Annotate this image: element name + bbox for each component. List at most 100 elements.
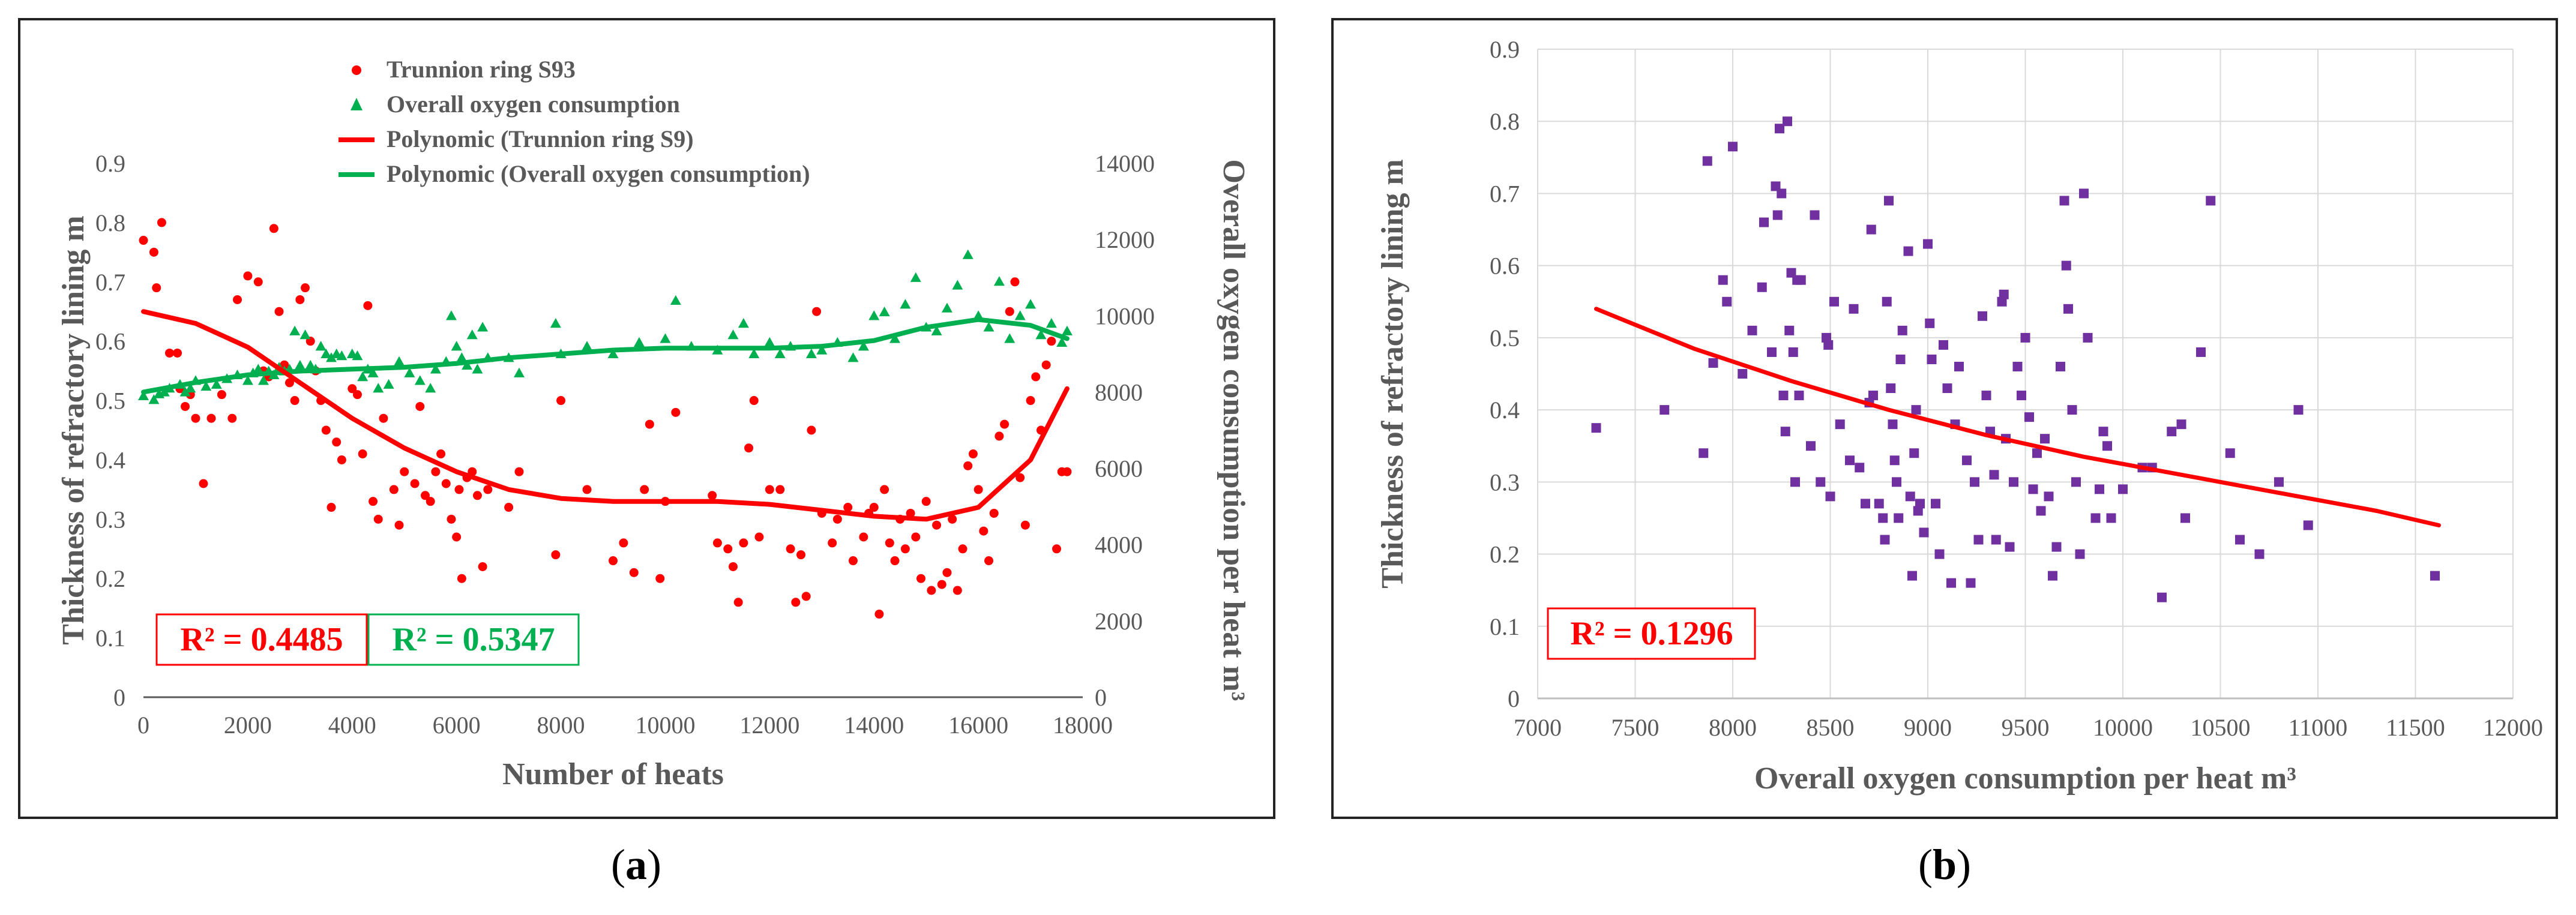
trunnion-point	[1010, 277, 1020, 287]
oxygen-thickness-point	[2079, 188, 2089, 199]
chart-panel-a: 0 2000 4000 6000 8000 10000 12000 14000 16000 180…	[18, 18, 1275, 819]
y-tick-label: 0.5	[95, 388, 125, 415]
oxygen-point	[889, 333, 900, 343]
oxygen-thickness-point	[1775, 124, 1784, 134]
trunnion-point	[421, 491, 430, 500]
trunnion-point	[786, 544, 795, 554]
y-tick-label: 0.6	[95, 328, 125, 355]
oxygen-thickness-point	[2274, 477, 2284, 487]
oxygen-point	[456, 352, 468, 362]
y-tick-label: 0.4	[1490, 397, 1520, 424]
x-tick-label: 11000	[2289, 714, 2348, 741]
trunnion-point	[233, 295, 242, 304]
oxygen-point	[352, 350, 363, 361]
y2-tick-label: 0	[1095, 684, 1107, 711]
oxygen-point	[660, 333, 671, 343]
oxygen-point	[764, 337, 775, 347]
trunnion-point	[1052, 544, 1062, 554]
trend-line	[1594, 307, 2441, 527]
x-tick-label: 7500	[1612, 714, 1660, 741]
oxygen-thickness-point	[1981, 391, 1991, 401]
x-axis-title: Overall oxygen consumption per heat m³	[1754, 761, 2296, 796]
trunnion-point	[775, 485, 785, 494]
trunnion-point	[749, 396, 759, 406]
oxygen-point	[952, 280, 963, 290]
oxygen-thickness-point	[1796, 275, 1806, 285]
oxygen-thickness-point	[1835, 419, 1845, 430]
trunnion-point	[671, 407, 681, 417]
trunnion-point	[149, 247, 158, 257]
trunnion-point	[1016, 473, 1025, 482]
x-tick-label: 16000	[948, 712, 1008, 739]
x-tick-label: 10500	[2191, 714, 2251, 741]
oxygen-thickness-point	[1880, 535, 1890, 545]
oxygen-point	[993, 276, 1005, 286]
trunnion-point	[400, 467, 409, 476]
y-tick-label: 0.2	[1490, 541, 1520, 568]
trunnion-point	[1041, 360, 1051, 370]
trunnion-point	[900, 544, 910, 554]
chart-panel-b: 0 0.1 0.2 0.3 0.4 0.5 0.6 0.7 0.8 0.9 7000 7500 8000…	[1331, 18, 2558, 819]
trunnion-point	[812, 307, 822, 316]
oxygen-point	[1046, 318, 1057, 328]
trunnion-point	[911, 532, 921, 542]
oxygen-thickness-point	[1823, 340, 1834, 350]
y-tick-label: 0.8	[1490, 108, 1520, 135]
oxygen-point	[816, 344, 828, 355]
trunnion-point	[181, 401, 190, 411]
trunnion-point	[157, 218, 166, 227]
oxygen-thickness-point	[1991, 535, 2001, 545]
trunnion-point	[332, 437, 342, 447]
trunnion-point	[723, 544, 733, 554]
trunnion-point	[454, 485, 464, 494]
trunnion-point	[514, 467, 524, 476]
x-tick-label: 9000	[1904, 714, 1952, 741]
oxygen-thickness-point	[1892, 477, 1901, 487]
oxygen-point	[774, 348, 786, 359]
oxygen-thickness-point	[1849, 304, 1859, 314]
trunnion-point	[337, 455, 346, 464]
y-tick-label: 0.9	[1490, 36, 1520, 63]
oxygen-point	[670, 295, 681, 305]
oxygen-point	[430, 364, 441, 374]
oxygen-thickness-point	[2206, 196, 2216, 206]
oxygen-thickness-point	[1771, 181, 1781, 191]
trunnion-point	[728, 562, 738, 571]
oxygen-thickness-point	[1783, 116, 1792, 127]
trunnion-point	[880, 485, 889, 494]
trunnion-point	[995, 431, 1004, 441]
oxygen-thickness-point	[1897, 325, 1907, 335]
oxygen-thickness-point	[2009, 477, 2018, 487]
trunnion-point	[457, 574, 466, 583]
trunnion-point	[948, 514, 957, 524]
oxygen-point	[294, 359, 305, 370]
y-tick-label: 0	[1508, 685, 1520, 712]
oxygen-point	[1004, 333, 1016, 343]
trunnion-point	[828, 538, 837, 548]
oxygen-thickness-point	[2032, 448, 2042, 458]
oxygen-point	[367, 367, 379, 377]
x-tick-label: 6000	[433, 712, 481, 739]
oxygen-thickness-point	[1889, 455, 1900, 466]
x-tick-label: 18000	[1053, 712, 1113, 739]
trunnion-point	[410, 479, 420, 488]
trunnion-point	[640, 485, 649, 494]
trunnion-point	[191, 413, 200, 423]
oxygen-point	[1014, 310, 1026, 320]
oxygen-thickness-point	[1822, 332, 1831, 343]
oxygen-point	[185, 383, 196, 393]
oxygen-thickness-point	[1911, 405, 1921, 415]
oxygen-thickness-point	[1810, 210, 1820, 220]
oxygen-thickness-point	[1772, 210, 1783, 220]
trunnion-point	[348, 384, 357, 394]
trunnion-point	[389, 485, 399, 494]
oxygen-point	[404, 367, 415, 377]
oxygen-point	[931, 325, 942, 335]
trunnion-point	[369, 497, 378, 506]
oxygen-point	[138, 390, 149, 400]
trunnion-point	[733, 598, 743, 607]
trunnion-point	[373, 514, 383, 524]
oxygen-point	[357, 371, 369, 382]
trunnion-point	[1031, 372, 1041, 382]
oxygen-point	[910, 272, 921, 282]
